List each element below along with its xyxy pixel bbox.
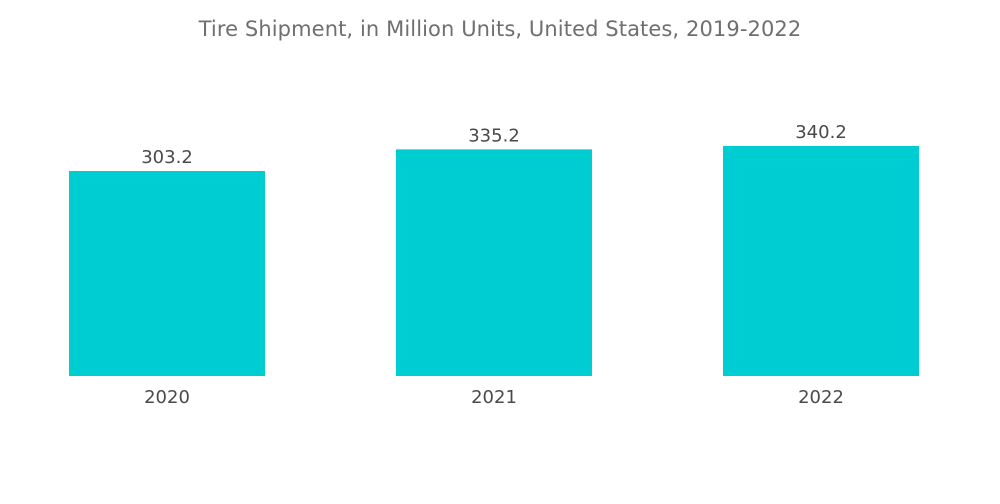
bar-2020 [69,171,265,376]
x-tick-label-2021: 2021 [471,387,517,408]
data-label-2020: 303.2 [141,147,193,168]
x-tick-label-2022: 2022 [798,387,844,408]
chart-title: Tire Shipment, in Million Units, United … [198,17,802,41]
bar-2021 [396,149,592,376]
data-label-2021: 335.2 [468,125,520,146]
bar-2022 [723,146,919,376]
x-tick-label-2020: 2020 [144,387,190,408]
data-label-2022: 340.2 [795,122,847,143]
